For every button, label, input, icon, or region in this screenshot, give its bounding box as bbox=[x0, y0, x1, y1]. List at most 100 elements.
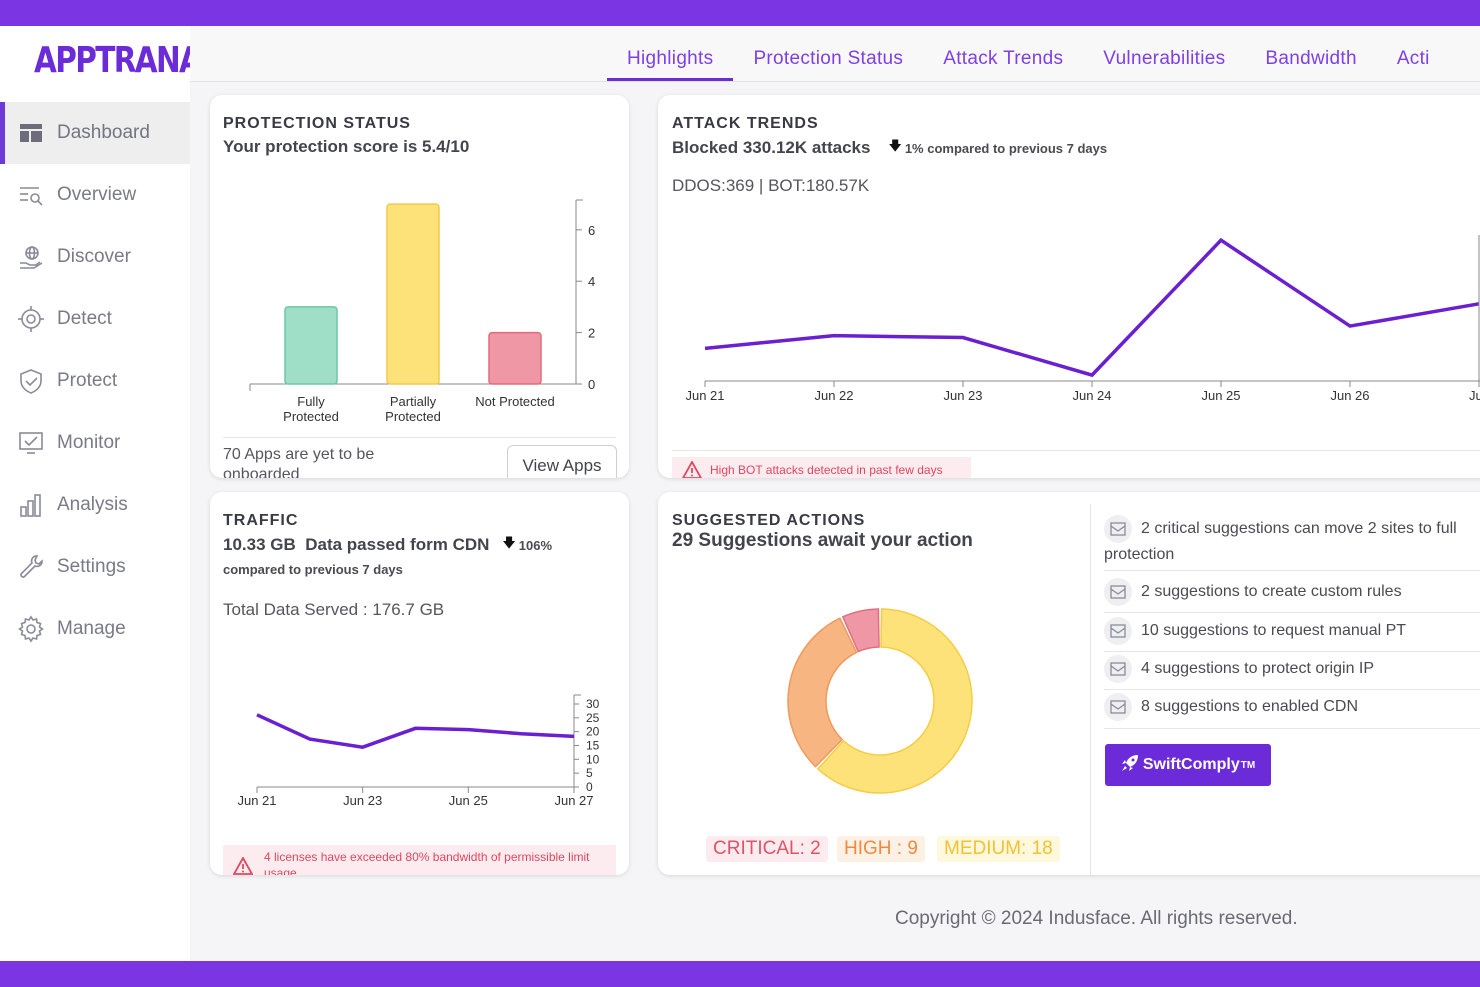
suggestion-text: 8 suggestions to enabled CDN bbox=[1141, 698, 1359, 715]
sidebar-item-label: Analysis bbox=[57, 494, 128, 515]
suggestion-item[interactable]: 10 suggestions to request manual PT bbox=[1104, 617, 1480, 645]
sidebar-item-label: Monitor bbox=[57, 432, 121, 453]
warning-icon bbox=[681, 460, 703, 478]
x-tick-label: Jun 25 bbox=[449, 793, 488, 808]
tab-highlights[interactable]: Highlights bbox=[606, 48, 734, 82]
suggestions-donut-chart bbox=[787, 608, 973, 794]
total-data-served: Total Data Served : 176.7 GB bbox=[223, 600, 445, 619]
rocket-icon bbox=[1121, 754, 1139, 777]
y-tick-label: 2 bbox=[588, 326, 595, 341]
y-tick-label: 6 bbox=[588, 223, 595, 238]
suggestions-count: 29 Suggestions await your action bbox=[672, 530, 973, 551]
mail-icon bbox=[1104, 617, 1132, 645]
card-title: ATTACK TRENDS bbox=[672, 115, 819, 132]
legend-critical: CRITICAL: 2 bbox=[706, 836, 828, 862]
x-tick-label: Not Protected bbox=[475, 394, 555, 409]
x-tick-label: Jun 25 bbox=[1201, 388, 1240, 403]
sidebar-item-label: Discover bbox=[57, 246, 131, 267]
sidebar-nav: Dashboard Overview Discover Detect bbox=[0, 102, 190, 660]
x-tick-label: Jun 21 bbox=[237, 793, 276, 808]
sidebar-item-overview[interactable]: Overview bbox=[0, 164, 190, 226]
attack-line-chart: Jun 21 Jun 22 Jun 23 Jun 24 Jun 25 Jun 26 Jun bbox=[685, 235, 1480, 403]
protection-score: Your protection score is 5.4/10 bbox=[223, 137, 470, 156]
app-window: APPTRANA Dashboard Overview Discover bbox=[0, 26, 1480, 961]
tab-protection-status[interactable]: Protection Status bbox=[753, 48, 904, 69]
attack-warning: High BOT attacks detected in past few da… bbox=[672, 457, 971, 478]
y-tick-label: 0 bbox=[588, 377, 595, 392]
mail-icon bbox=[1104, 578, 1132, 606]
analysis-icon bbox=[17, 491, 45, 519]
suggestion-item[interactable]: 2 suggestions to create custom rules bbox=[1104, 578, 1480, 606]
x-tick-label: Jun 26 bbox=[1330, 388, 1369, 403]
sidebar-item-manage[interactable]: Manage bbox=[0, 598, 190, 660]
dashboard-icon bbox=[17, 119, 45, 147]
series-line bbox=[256, 713, 575, 749]
sidebar-item-monitor[interactable]: Monitor bbox=[0, 412, 190, 474]
settings-icon bbox=[17, 553, 45, 581]
card-title: PROTECTION STATUS bbox=[223, 115, 411, 132]
sidebar-item-detect[interactable]: Detect bbox=[0, 288, 190, 350]
x-tick-label: Partially bbox=[390, 394, 437, 409]
list-divider bbox=[1104, 570, 1480, 571]
x-tick-label: Jun 22 bbox=[814, 388, 853, 403]
sidebar-item-label: Manage bbox=[57, 618, 126, 639]
protection-bar-chart: 0246FullyProtectedPartiallyProtectedNot … bbox=[249, 199, 595, 424]
sidebar-item-label: Dashboard bbox=[57, 122, 150, 143]
overview-icon bbox=[17, 181, 45, 209]
apps-onboarding-note: 70 Apps are yet to be onboarded bbox=[223, 446, 375, 478]
top-tab-bar: Highlights Protection Status Attack Tren… bbox=[190, 26, 1480, 82]
card-divider bbox=[1090, 504, 1091, 875]
sidebar-item-analysis[interactable]: Analysis bbox=[0, 474, 190, 536]
traffic-change: 106% bbox=[518, 537, 553, 553]
tab-actions[interactable]: Acti bbox=[1396, 48, 1430, 69]
suggestion-text: 2 critical suggestions can move 2 sites … bbox=[1104, 520, 1457, 563]
tab-attack-trends[interactable]: Attack Trends bbox=[943, 48, 1064, 69]
suggestion-item[interactable]: 4 suggestions to protect origin IP bbox=[1104, 655, 1480, 683]
warning-text: 4 licenses have exceeded 80% bandwidth o… bbox=[264, 850, 590, 875]
view-apps-button[interactable]: View Apps bbox=[507, 445, 617, 478]
pie-slice-critical bbox=[841, 608, 880, 653]
y-tick-label: 30 bbox=[586, 697, 600, 711]
traffic-summary: 10.33 GB Data passed form CDN 🡇 106% bbox=[223, 534, 552, 556]
apptrana-logo[interactable]: APPTRANA bbox=[34, 40, 202, 81]
suggestion-text: 10 suggestions to request manual PT bbox=[1141, 622, 1407, 639]
sidebar-item-protect[interactable]: Protect bbox=[0, 350, 190, 412]
mail-icon bbox=[1104, 655, 1132, 683]
protection-status-card: PROTECTION STATUS Your protection score … bbox=[210, 95, 629, 478]
sidebar: APPTRANA Dashboard Overview Discover bbox=[0, 26, 202, 961]
blocked-attacks: Blocked 330.12K attacks bbox=[672, 138, 871, 157]
sidebar-item-discover[interactable]: Discover bbox=[0, 226, 190, 288]
legend-high: HIGH : 9 bbox=[837, 836, 925, 862]
tab-list: Highlights Protection Status Attack Tren… bbox=[606, 48, 1470, 82]
card-divider bbox=[223, 437, 616, 438]
arrow-down-icon: 🡇 bbox=[888, 138, 902, 153]
sidebar-item-label: Overview bbox=[57, 184, 137, 205]
suggestion-item[interactable]: 8 suggestions to enabled CDN bbox=[1104, 693, 1480, 721]
suggestion-item[interactable]: 2 critical suggestions can move 2 sites … bbox=[1104, 515, 1480, 568]
detect-icon bbox=[17, 305, 45, 333]
y-tick-label: 20 bbox=[586, 725, 600, 739]
bar bbox=[488, 331, 542, 385]
x-tick-label: Jun bbox=[1469, 388, 1480, 403]
arrow-down-icon: 🡇 bbox=[502, 535, 516, 550]
suggestion-text: 2 suggestions to create custom rules bbox=[1141, 583, 1402, 600]
tab-bandwidth[interactable]: Bandwidth bbox=[1265, 48, 1357, 69]
x-tick-label: Fully bbox=[297, 394, 325, 409]
y-tick-label: 15 bbox=[586, 739, 600, 753]
traffic-warning: 4 licenses have exceeded 80% bandwidth o… bbox=[223, 845, 616, 875]
y-tick-label: 4 bbox=[588, 274, 595, 289]
sidebar-item-settings[interactable]: Settings bbox=[0, 536, 190, 598]
sidebar-item-label: Protect bbox=[57, 370, 118, 391]
tab-vulnerabilities[interactable]: Vulnerabilities bbox=[1103, 48, 1226, 69]
x-tick-label: Protected bbox=[385, 409, 441, 424]
warning-icon bbox=[232, 856, 254, 875]
sidebar-item-dashboard[interactable]: Dashboard bbox=[0, 102, 190, 164]
sidebar-item-label: Detect bbox=[57, 308, 112, 329]
protect-icon bbox=[17, 367, 45, 395]
list-divider bbox=[1104, 689, 1480, 690]
x-tick-label: Jun 23 bbox=[943, 388, 982, 403]
swiftcomply-button[interactable]: SwiftComply TM bbox=[1105, 744, 1271, 786]
trademark-sup: TM bbox=[1240, 759, 1256, 771]
card-title: SUGGESTED ACTIONS bbox=[672, 512, 866, 529]
